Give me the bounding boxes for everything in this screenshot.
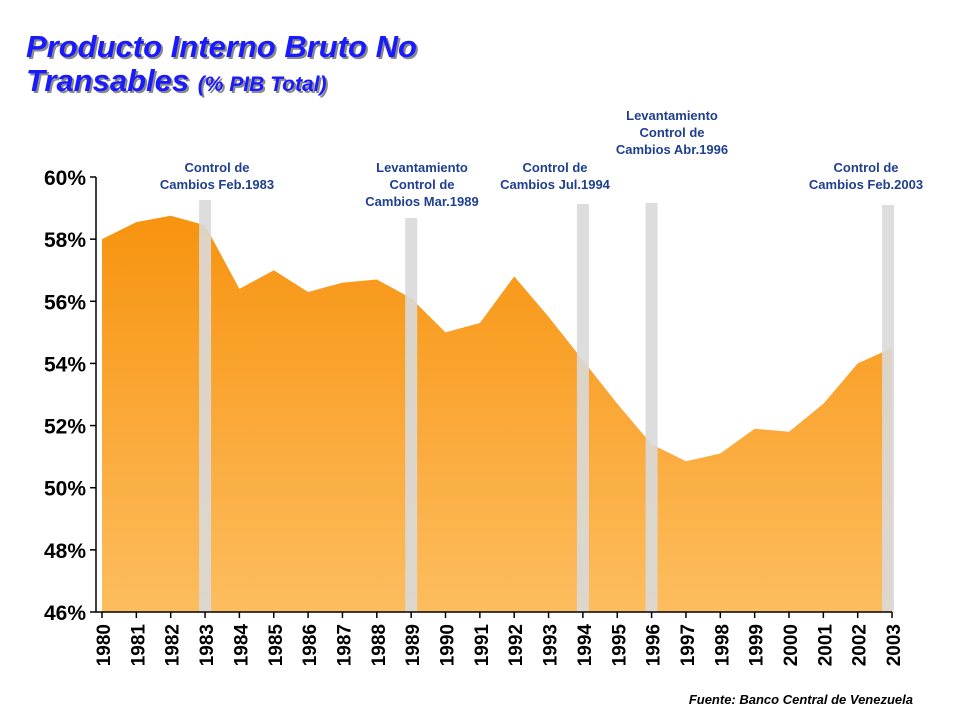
- x-tick-label-1995: 1995: [609, 624, 630, 667]
- source-note: Fuente: Banco Central de Venezuela: [688, 692, 913, 707]
- event-label-2003: Cambios Feb.2003: [809, 177, 923, 192]
- x-tick-label-1999: 1999: [747, 624, 768, 666]
- event-label-1989: Levantamiento: [376, 160, 468, 175]
- y-tick-label: 50%: [44, 478, 86, 501]
- x-tick-label-1998: 1998: [712, 624, 733, 666]
- chart-title-main: Transables: [26, 63, 190, 98]
- x-tick-label-1980: 1980: [94, 624, 115, 666]
- x-tick-label-1983: 1983: [197, 624, 218, 666]
- event-label-1989: Control de: [390, 177, 455, 192]
- y-tick-label: 60%: [44, 167, 86, 190]
- event-marker-1994: [576, 204, 589, 612]
- event-label-1983: Cambios Feb.1983: [160, 177, 274, 192]
- chart-title-suffix: (% PIB Total): [197, 73, 327, 96]
- x-tick-label-2000: 2000: [781, 624, 802, 666]
- x-tick-label-1991: 1991: [472, 624, 493, 667]
- x-tick-label-1997: 1997: [678, 624, 699, 666]
- x-tick-label-1986: 1986: [300, 624, 321, 666]
- event-label-1983: Control de: [185, 160, 250, 175]
- event-label-1989: Cambios Mar.1989: [365, 194, 478, 209]
- event-label-1996: Levantamiento: [626, 108, 718, 123]
- event-marker-1996: [645, 203, 658, 612]
- x-tick-label-1992: 1992: [506, 624, 527, 666]
- x-tick-label-1984: 1984: [231, 624, 252, 667]
- event-label-1996: Control de: [640, 125, 705, 140]
- y-tick-label: 48%: [44, 540, 86, 563]
- x-tick-label-1982: 1982: [163, 624, 184, 666]
- x-tick-label-1987: 1987: [335, 624, 356, 666]
- x-tick-label-2002: 2002: [850, 624, 871, 666]
- x-tick-label-1990: 1990: [438, 624, 459, 666]
- y-tick-label: 46%: [44, 602, 86, 625]
- y-tick-label: 52%: [44, 416, 86, 439]
- series-area: [102, 215, 893, 613]
- chart-title-line1: Producto Interno Bruto No: [26, 29, 417, 64]
- event-marker-1983: [199, 200, 212, 612]
- event-marker-2003: [882, 205, 895, 612]
- y-tick-label: 58%: [44, 229, 86, 252]
- chart-title-line2: Transables (% PIB Total): [26, 64, 417, 102]
- event-label-1994: Control de: [523, 160, 588, 175]
- x-tick-label-2003: 2003: [884, 624, 905, 666]
- event-marker-1989: [405, 218, 418, 612]
- x-tick-label-1981: 1981: [128, 624, 149, 667]
- x-tick-label-1988: 1988: [369, 624, 390, 666]
- x-tick-label-2001: 2001: [815, 624, 836, 667]
- x-tick-label-1996: 1996: [644, 624, 665, 666]
- x-tick-label-1985: 1985: [266, 624, 287, 667]
- event-label-1996: Cambios Abr.1996: [616, 142, 728, 157]
- x-tick-label-1994: 1994: [575, 624, 596, 667]
- y-tick-label: 56%: [44, 291, 86, 314]
- x-tick-label-1993: 1993: [541, 624, 562, 666]
- chart-title: Producto Interno Bruto No Transables (% …: [26, 30, 417, 102]
- event-label-2003: Control de: [834, 160, 899, 175]
- x-tick-label-1989: 1989: [403, 624, 424, 666]
- event-label-1994: Cambios Jul.1994: [500, 177, 611, 192]
- y-tick-label: 54%: [44, 353, 86, 376]
